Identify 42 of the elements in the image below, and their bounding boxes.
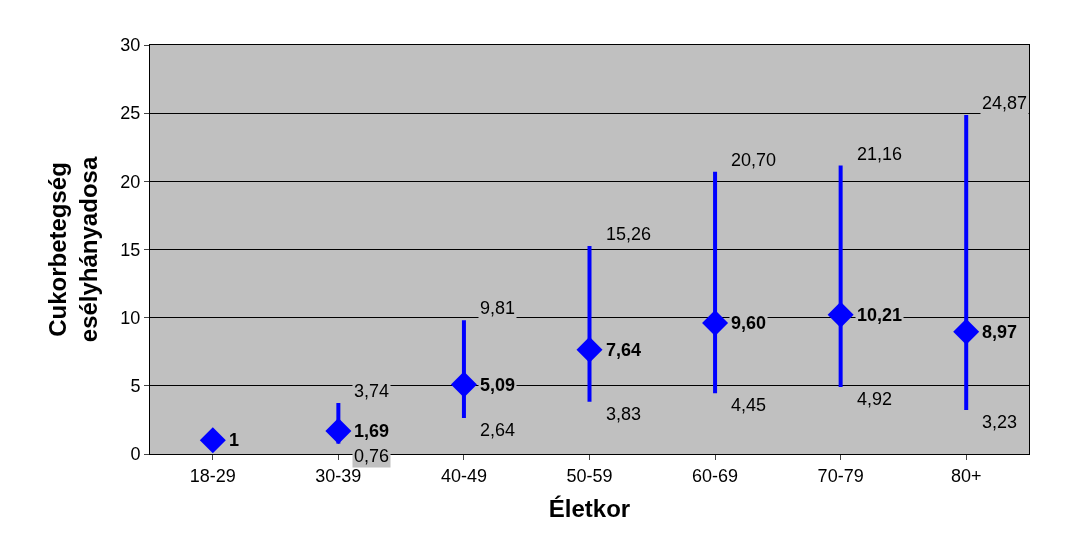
- x-tick-label: 30-39: [315, 465, 362, 486]
- y-tick-label: 30: [120, 35, 141, 56]
- point: [199, 427, 226, 454]
- x-tick-label: 70-79: [817, 465, 864, 486]
- annotation: 0,76: [354, 446, 390, 466]
- annotation: 4,92: [857, 389, 893, 409]
- point: [827, 301, 854, 328]
- y-tick-label: 5: [130, 376, 141, 397]
- annotation: 20,70: [731, 150, 777, 170]
- point: [953, 318, 980, 345]
- data-label: 1,69: [354, 421, 390, 441]
- data-label: 8,97: [982, 322, 1018, 342]
- y-tick-label: 0: [130, 444, 141, 465]
- annotation: 2,64: [480, 420, 516, 440]
- data-label: 7,64: [606, 340, 642, 360]
- annotation: 24,87: [982, 93, 1028, 113]
- data-label: 10,21: [857, 305, 903, 325]
- annotation: 21,16: [857, 144, 903, 164]
- data-label: 5,09: [480, 375, 516, 395]
- x-tick-label: 40-49: [440, 465, 487, 486]
- y-axis-title: Cukorbetegség esélyhányadosa: [44, 156, 103, 343]
- x-tick-label: 60-69: [692, 465, 739, 486]
- x-axis-title: Életkor: [548, 494, 631, 522]
- annotation: 3,23: [982, 412, 1018, 432]
- point: [450, 371, 477, 398]
- annotation: 4,45: [731, 395, 767, 415]
- data-label: 1: [229, 430, 240, 450]
- point: [576, 336, 603, 363]
- data-label: 9,60: [731, 313, 767, 333]
- annotation: 3,74: [354, 381, 390, 401]
- annotation: 3,83: [606, 404, 642, 424]
- y-tick-label: 10: [120, 307, 141, 328]
- y-tick-label: 15: [120, 239, 141, 260]
- x-tick-label: 80+: [950, 465, 982, 486]
- y-tick-label: 20: [120, 171, 141, 192]
- annotation: 15,26: [606, 224, 652, 244]
- point: [702, 310, 729, 337]
- annotation: 9,81: [480, 298, 516, 318]
- x-tick-label: 50-59: [566, 465, 613, 486]
- point: [325, 417, 352, 444]
- x-tick-label: 18-29: [189, 465, 236, 486]
- y-tick-label: 25: [120, 103, 141, 124]
